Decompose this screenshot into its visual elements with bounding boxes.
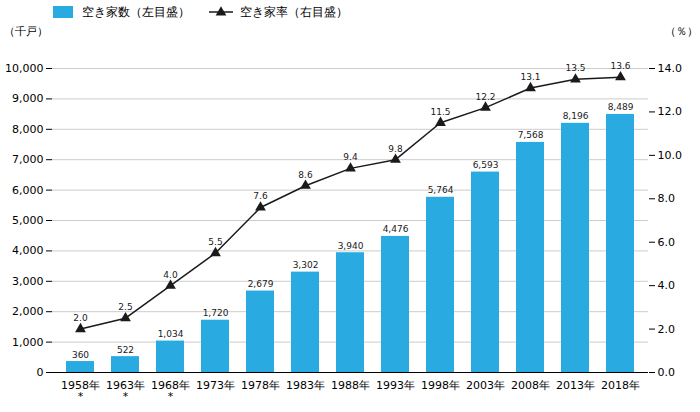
svg-text:13.6: 13.6 xyxy=(610,61,630,71)
svg-text:6,593: 6,593 xyxy=(473,160,499,170)
svg-text:3,940: 3,940 xyxy=(338,241,364,251)
svg-text:12.0: 12.0 xyxy=(658,105,683,118)
svg-text:4,476: 4,476 xyxy=(383,224,409,234)
svg-text:10.0: 10.0 xyxy=(658,149,683,162)
svg-text:11.5: 11.5 xyxy=(430,107,450,117)
html-text:空き家率（右目盛）: 空き家率（右目盛） xyxy=(240,4,348,19)
svg-text:2008年: 2008年 xyxy=(511,379,550,392)
svg-text:9.4: 9.4 xyxy=(343,152,358,162)
svg-text:（％）: （％） xyxy=(665,25,698,38)
svg-text:1993年: 1993年 xyxy=(376,379,415,392)
svg-text:0.0: 0.0 xyxy=(658,366,676,379)
svg-text:12.2: 12.2 xyxy=(475,92,495,102)
svg-text:8.0: 8.0 xyxy=(658,192,676,205)
svg-text:2,000: 2,000 xyxy=(12,305,44,318)
svg-text:7.6: 7.6 xyxy=(253,191,268,201)
svg-text:1968年*: 1968年* xyxy=(151,379,190,403)
svg-text:1973年: 1973年 xyxy=(196,379,235,392)
svg-text:（千戸）: （千戸） xyxy=(4,25,48,38)
svg-text:8.6: 8.6 xyxy=(298,170,313,180)
svg-text:2.0: 2.0 xyxy=(658,323,676,336)
svg-text:1983年: 1983年 xyxy=(286,379,325,392)
svg-text:522: 522 xyxy=(117,345,134,355)
svg-text:6.0: 6.0 xyxy=(658,236,676,249)
svg-text:4,000: 4,000 xyxy=(12,244,44,257)
svg-text:10,000: 10,000 xyxy=(5,62,44,75)
svg-text:1963年*: 1963年* xyxy=(106,379,145,403)
svg-text:8,489: 8,489 xyxy=(608,102,634,112)
svg-text:5,000: 5,000 xyxy=(12,214,44,227)
svg-text:360: 360 xyxy=(72,350,89,360)
svg-text:8,000: 8,000 xyxy=(12,123,44,136)
svg-text:13.5: 13.5 xyxy=(565,63,585,73)
svg-text:1,720: 1,720 xyxy=(203,308,229,318)
svg-text:4.0: 4.0 xyxy=(163,270,178,280)
svg-text:9,000: 9,000 xyxy=(12,92,44,105)
svg-text:5.5: 5.5 xyxy=(208,237,222,247)
svg-text:6,000: 6,000 xyxy=(12,184,44,197)
svg-text:2018年: 2018年 xyxy=(601,379,640,392)
svg-text:3,000: 3,000 xyxy=(12,275,44,288)
svg-text:1,034: 1,034 xyxy=(158,329,184,339)
svg-text:1,000: 1,000 xyxy=(12,336,44,349)
html-text:空き家数（左目盛）: 空き家数（左目盛） xyxy=(82,4,190,19)
svg-text:1998年: 1998年 xyxy=(421,379,460,392)
svg-text:2013年: 2013年 xyxy=(556,379,595,392)
svg-text:2003年: 2003年 xyxy=(466,379,505,392)
svg-text:0: 0 xyxy=(37,366,44,379)
svg-text:1988年: 1988年 xyxy=(331,379,370,392)
svg-text:14.0: 14.0 xyxy=(658,62,683,75)
svg-text:9.8: 9.8 xyxy=(388,144,403,154)
svg-text:7,000: 7,000 xyxy=(12,153,44,166)
svg-text:3,302: 3,302 xyxy=(293,260,319,270)
svg-text:13.1: 13.1 xyxy=(520,72,540,82)
svg-text:1958年*: 1958年* xyxy=(61,379,100,403)
svg-text:1978年: 1978年 xyxy=(241,379,280,392)
svg-text:2,679: 2,679 xyxy=(248,279,274,289)
svg-text:2.5: 2.5 xyxy=(118,302,132,312)
svg-text:7,568: 7,568 xyxy=(518,130,544,140)
svg-text:2.0: 2.0 xyxy=(73,313,88,323)
svg-text:4.0: 4.0 xyxy=(658,279,676,292)
svg-text:5,764: 5,764 xyxy=(428,185,454,195)
svg-text:8,196: 8,196 xyxy=(563,111,589,121)
